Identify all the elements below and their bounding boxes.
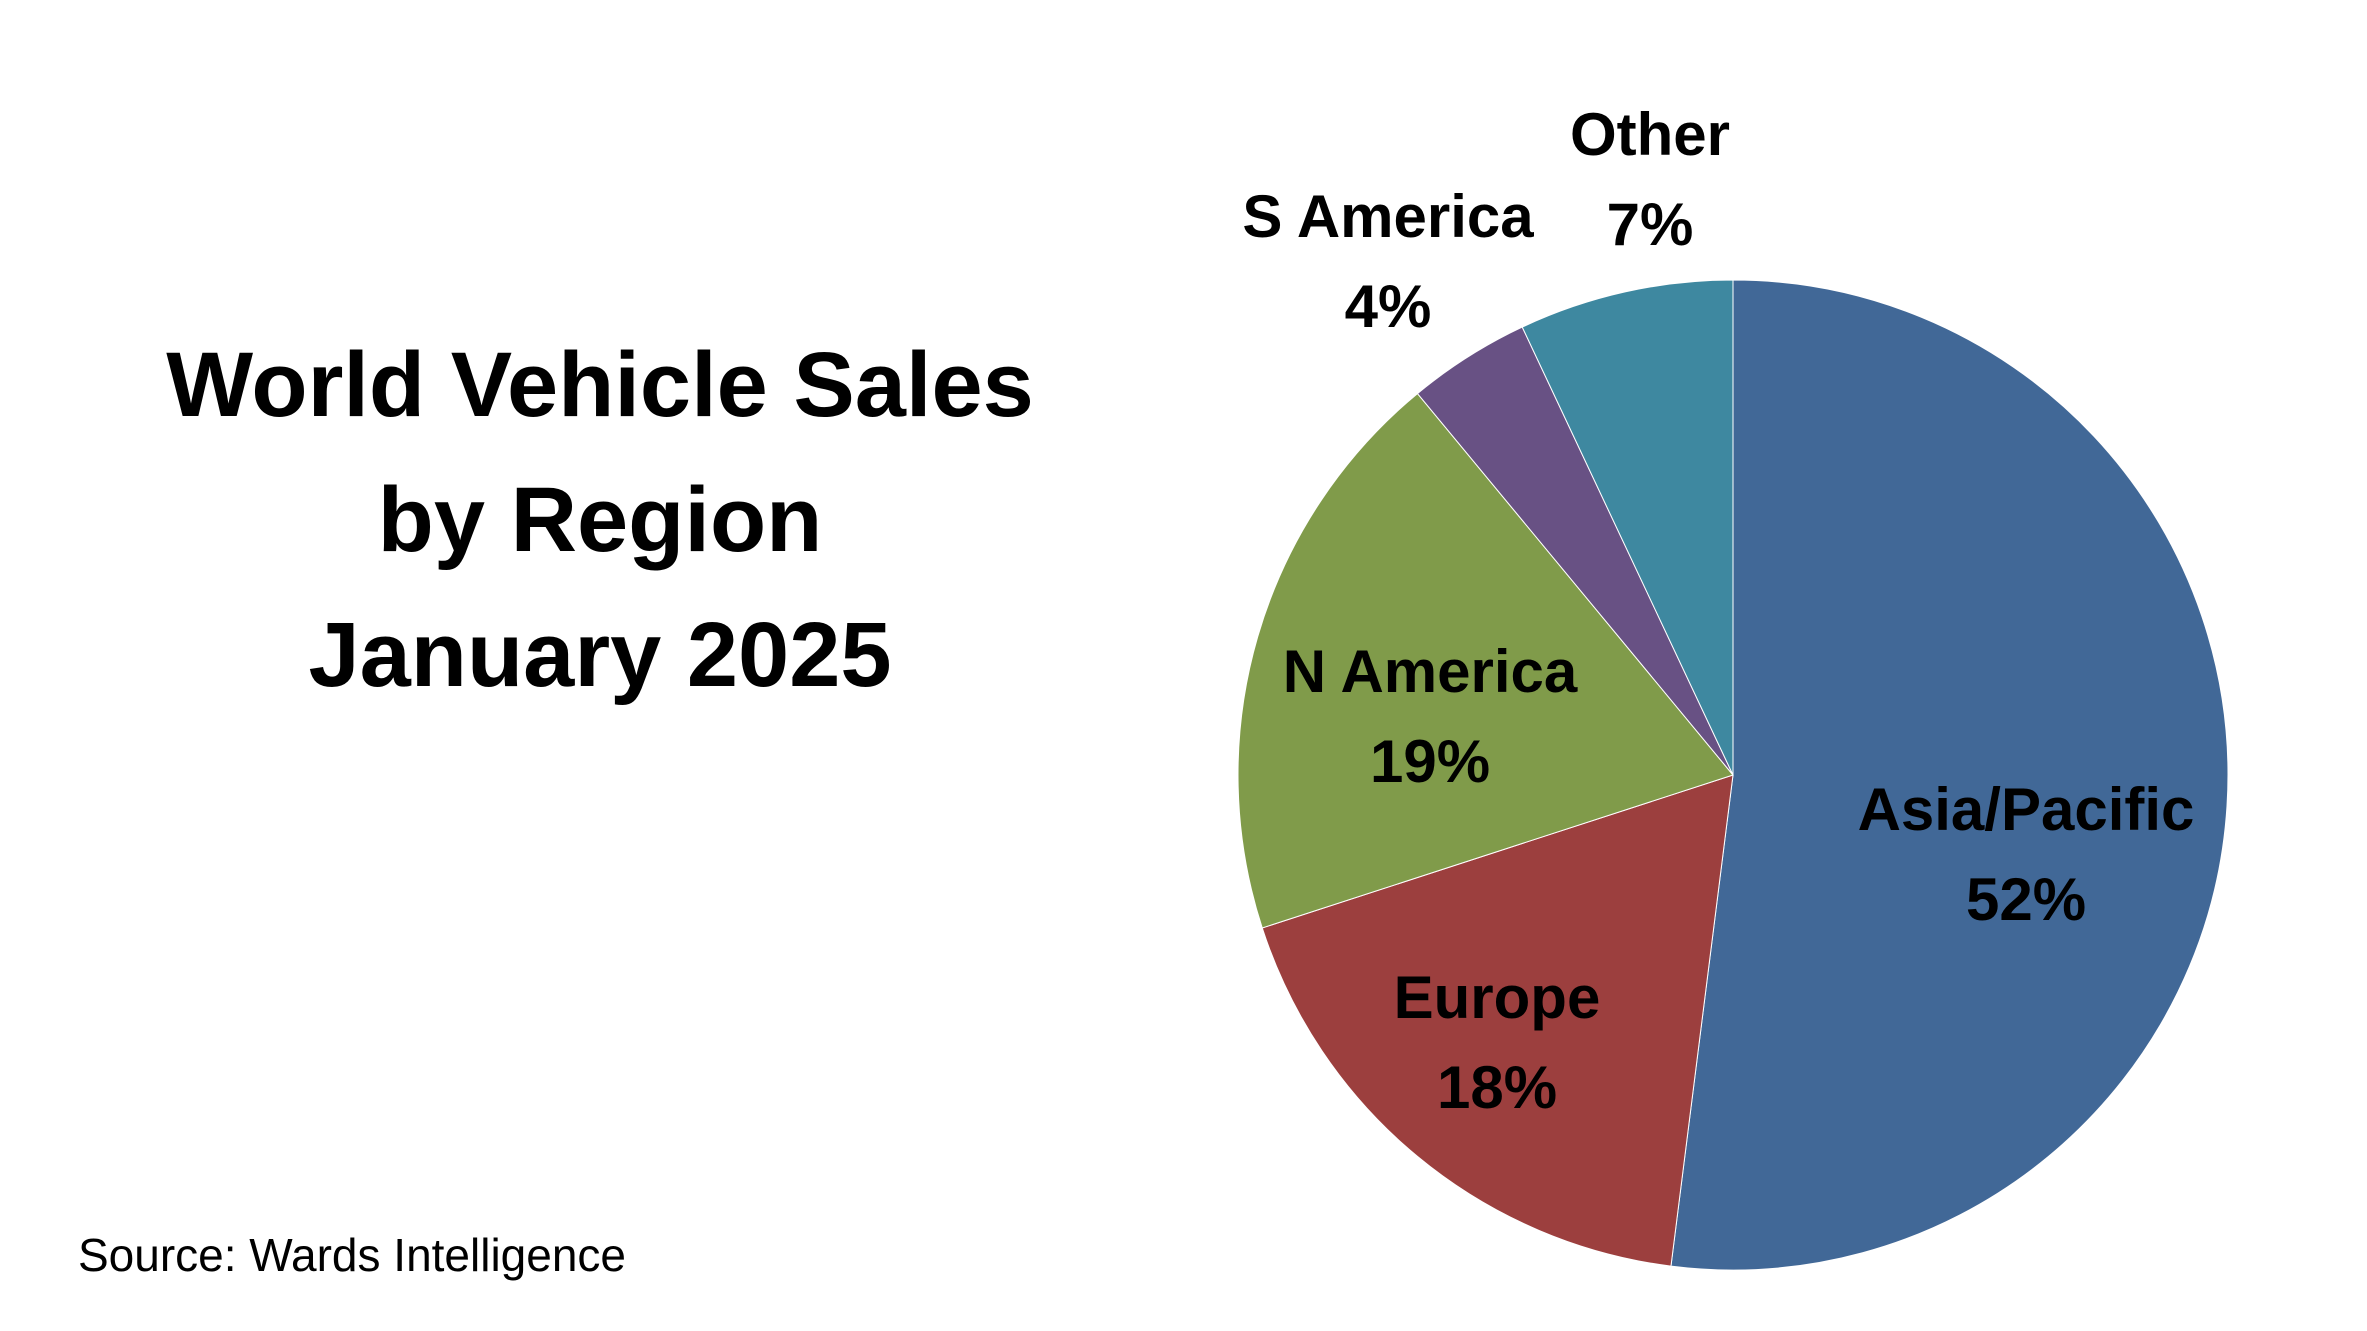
slice-value-label: 18% [1437, 1054, 1557, 1121]
slice-value-label: 52% [1966, 866, 2086, 933]
slice-value-label: 7% [1607, 191, 1694, 258]
chart-title: World Vehicle Sales by Region January 20… [60, 318, 1140, 723]
slice-value-label: 4% [1345, 273, 1432, 340]
slice-value-label: 19% [1370, 728, 1490, 795]
pie-labels: Asia/Pacific 52% Europe 18% N America 19% S Am… [1242, 101, 2194, 1121]
slice-label: Other [1570, 101, 1730, 168]
chart-title-line-2: by Region [377, 469, 823, 571]
slice-label: N America [1283, 638, 1578, 705]
pie-slice-asia-pacific [1670, 279, 2229, 1271]
pie-slice-europe [1261, 774, 1734, 1267]
pie-slice-n-america [1237, 392, 1734, 929]
chart-title-line-3: January 2025 [308, 604, 892, 706]
pie-slices [1237, 279, 2229, 1271]
pie-slice-other [1521, 279, 1734, 776]
slice-label: Europe [1394, 964, 1601, 1031]
chart-title-line-1: World Vehicle Sales [166, 334, 1034, 436]
slice-label: Asia/Pacific [1858, 776, 2195, 843]
slice-label: S America [1242, 183, 1534, 250]
source-note: Source: Wards Intelligence [78, 1229, 627, 1281]
